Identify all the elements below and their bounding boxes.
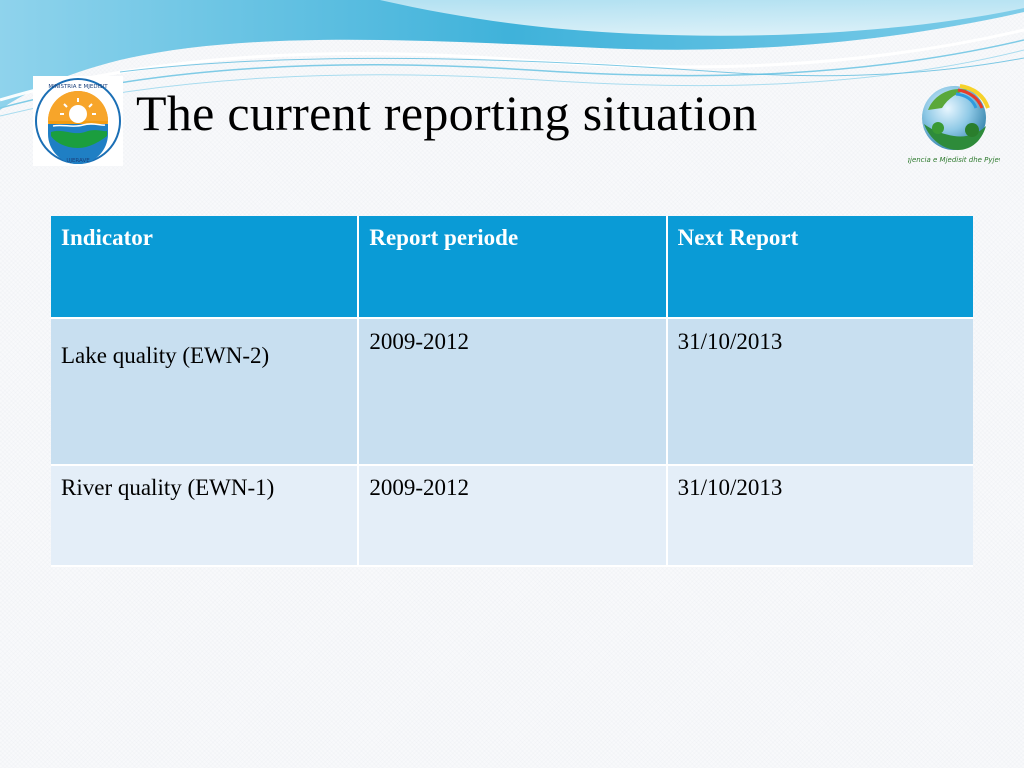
cell-next-report: 31/10/2013 (667, 466, 973, 567)
header-report-periode: Report periode (359, 216, 668, 319)
cell-report-periode: 2009-2012 (359, 466, 668, 567)
cell-report-periode: 2009-2012 (359, 319, 668, 466)
agency-globe-icon: Agjencia e Mjedisit dhe Pyjeve (908, 84, 1000, 164)
cell-next-report: 31/10/2013 (667, 319, 973, 466)
header-wave-decoration (0, 0, 1024, 117)
header-next-report: Next Report (667, 216, 973, 319)
svg-text:UJERAVE: UJERAVE (66, 158, 90, 164)
header-indicator: Indicator (51, 216, 360, 319)
reporting-table: Indicator Report periode Next Report Lak… (51, 216, 973, 567)
cell-indicator: Lake quality (EWN-2) (51, 319, 360, 466)
ministry-seal-icon: MINISTRIA E MJEDISIT UJERAVE (33, 76, 123, 166)
table-row: Lake quality (EWN-2) 2009-2012 31/10/201… (51, 319, 973, 466)
cell-indicator: River quality (EWN-1) (51, 466, 360, 567)
slide-title: The current reporting situation (136, 85, 758, 141)
table-row: River quality (EWN-1) 2009-2012 31/10/20… (51, 466, 973, 567)
svg-text:MINISTRIA E MJEDISIT: MINISTRIA E MJEDISIT (48, 84, 108, 90)
table-header-row: Indicator Report periode Next Report (51, 216, 973, 319)
svg-text:Agjencia e Mjedisit dhe Pyjeve: Agjencia e Mjedisit dhe Pyjeve (908, 156, 1000, 164)
